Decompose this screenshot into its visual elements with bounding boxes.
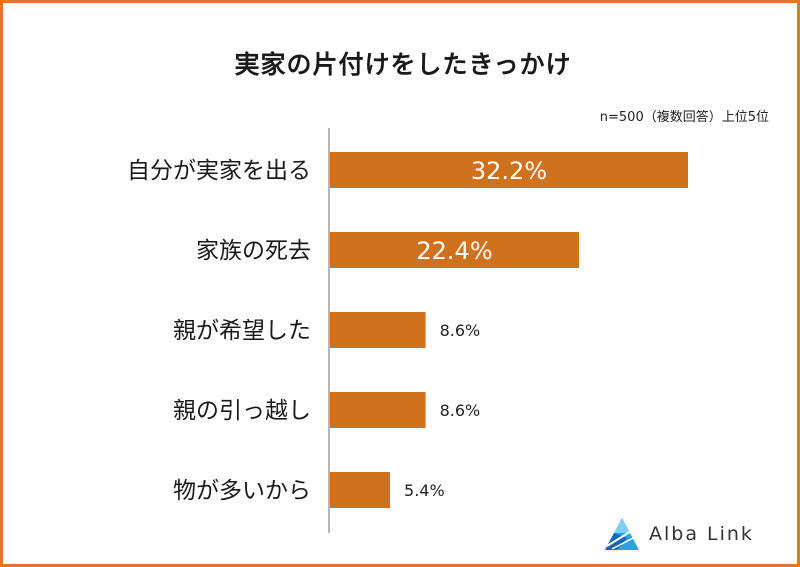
- data-label: 8.6%: [440, 321, 481, 340]
- category-label: 親の引っ越し: [173, 398, 311, 424]
- bar: [330, 472, 391, 508]
- data-label: 8.6%: [440, 401, 481, 420]
- sample-note: n=500（複数回答）上位5位: [599, 110, 769, 125]
- bar-chart: 自分が実家を出る 32.2% 家族の死去 22.4% 親が希望した 8.6% 親の引っ越し 8…: [127, 128, 688, 533]
- category-label: 家族の死去: [196, 238, 311, 264]
- bar: [330, 152, 688, 188]
- data-label: 5.4%: [404, 481, 445, 500]
- data-label: 32.2%: [471, 157, 547, 185]
- chart-title: 実家の片付けをしたきっかけ: [234, 50, 572, 79]
- bar: [330, 392, 426, 428]
- brand-logo: Alba Link: [603, 516, 754, 552]
- bar: [330, 232, 580, 268]
- bar: [330, 312, 426, 348]
- category-label: 物が多いから: [173, 478, 311, 504]
- data-label: 22.4%: [416, 237, 492, 265]
- brand-name: Alba Link: [649, 523, 754, 545]
- alba-link-logo-icon: [605, 518, 639, 550]
- category-label: 自分が実家を出る: [127, 158, 311, 184]
- category-label: 親が希望した: [173, 318, 311, 344]
